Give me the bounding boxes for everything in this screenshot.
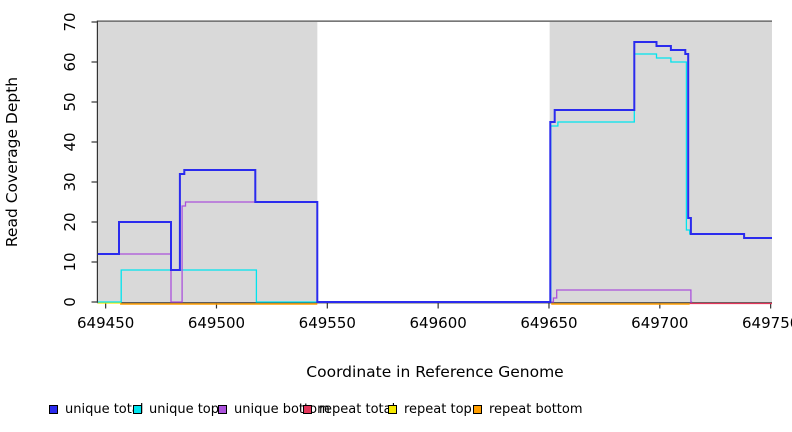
y-tick-label: 10 [61,252,79,271]
legend-swatch-icon [303,404,312,414]
coverage-chart: 649450 649500 649550 649600 649650 649700 6497… [3,12,792,381]
y-tick-label: 40 [61,132,79,151]
x-tick-label: 649450 [77,314,134,332]
legend-swatch-icon [218,404,227,414]
legend-swatch-icon [133,404,142,414]
y-tick-label: 60 [61,52,79,71]
x-tick-label: 649600 [410,314,467,332]
legend-swatch-icon [473,404,482,414]
legend-swatch-icon [49,404,58,414]
shaded-window-region [549,22,772,303]
x-tick-label: 649700 [631,314,688,332]
chart-legend: unique total unique top unique bottom repea… [0,400,792,422]
x-tick-label: 649550 [299,314,356,332]
x-tick-label: 649500 [188,314,245,332]
legend-item-repeat-top: repeat top [388,400,472,418]
x-axis-title: Coordinate in Reference Genome [306,363,563,381]
legend-label: repeat bottom [489,401,583,417]
series-unique-top [97,53,772,303]
legend-label: repeat total [319,401,396,417]
y-tick-label: 30 [61,172,79,191]
legend-item-repeat-bottom: repeat bottom [473,400,583,418]
y-tick-label: 20 [61,212,79,231]
legend-label: unique total [65,401,144,417]
legend-item-unique-total: unique total [49,400,143,418]
shaded-window-region [98,22,318,303]
legend-item-unique-top: unique top [133,400,219,418]
y-tick-label: 70 [61,12,79,31]
legend-item-repeat-total: repeat total [303,400,395,418]
y-axis-title: Read Coverage Depth [3,77,21,247]
y-tick-label: 50 [61,92,79,111]
legend-label: repeat top [404,401,472,417]
legend-label: unique top [149,401,220,417]
y-tick-label: 0 [61,297,79,307]
x-tick-label: 649650 [520,314,577,332]
legend-swatch-icon [388,404,397,414]
series-unique-total [97,41,772,303]
